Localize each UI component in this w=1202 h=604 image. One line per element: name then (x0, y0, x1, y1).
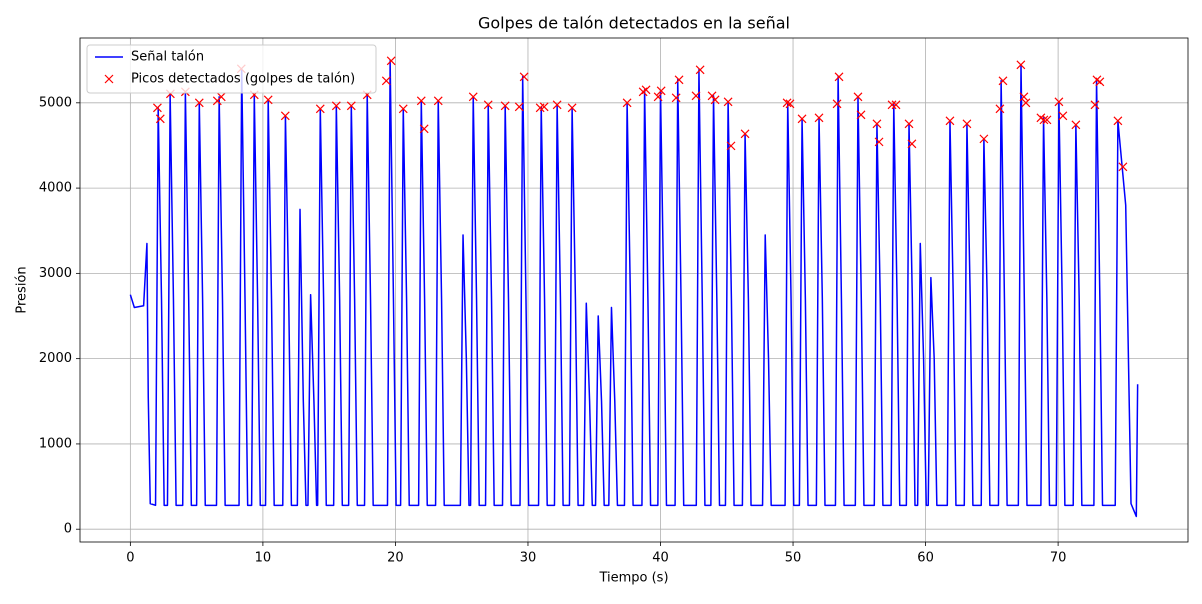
peak-marker (797, 114, 807, 124)
peak-marker (707, 91, 717, 101)
plot-area (129, 56, 1139, 518)
peak-marker (1021, 98, 1031, 108)
peak-marker (853, 92, 863, 102)
x-tick-label: 0 (126, 551, 134, 566)
peak-marker (1042, 115, 1052, 125)
peak-marker (1118, 162, 1128, 172)
peak-marker (979, 134, 989, 144)
peak-marker (552, 100, 562, 110)
y-tick-label: 1000 (39, 436, 72, 451)
peak-marker (152, 103, 162, 113)
peak-marker (872, 119, 882, 129)
peak-marker (1019, 92, 1029, 102)
x-tick-label: 60 (917, 551, 934, 566)
peak-marker (887, 100, 897, 110)
peak-marker (834, 72, 844, 82)
peak-marker (674, 75, 684, 85)
peak-marker (386, 56, 396, 66)
x-tick-label: 20 (387, 551, 404, 566)
peak-marker (1016, 60, 1026, 70)
peak-marker (398, 104, 408, 114)
peak-marker (433, 96, 443, 106)
peak-marker (567, 103, 577, 113)
peak-marker (740, 129, 750, 139)
peak-marker (874, 137, 884, 147)
peak-marker (346, 101, 356, 111)
x-tick-label: 70 (1050, 551, 1067, 566)
peak-marker (995, 104, 1005, 114)
legend-swatch (104, 74, 114, 84)
peak-marker (419, 124, 429, 134)
peak-marker (483, 100, 493, 110)
peak-marker (726, 141, 736, 151)
peak-marker (1095, 77, 1105, 87)
peak-marker (723, 97, 733, 107)
peak-marker (656, 86, 666, 96)
peak-marker (155, 114, 165, 124)
peak-marker (514, 102, 524, 112)
peak-marker (671, 93, 681, 103)
peak-marker (1090, 100, 1100, 110)
peak-marker (832, 99, 842, 109)
legend-label: Picos detectados (golpes de talón) (131, 72, 355, 87)
peak-marker (695, 65, 705, 75)
peak-marker (641, 85, 651, 95)
y-axis-label: Presión (15, 266, 30, 313)
peak-marker (519, 72, 529, 82)
x-tick-label: 10 (255, 551, 272, 566)
ticks: 0 10 20 30 40 50 60 70 0 1000 2000 3000 4000 5000 (39, 95, 1066, 565)
x-tick-label: 30 (520, 551, 537, 566)
peak-marker (691, 91, 701, 101)
peak-marker (1039, 115, 1049, 125)
y-tick-label: 5000 (39, 95, 72, 110)
peak-marker (998, 76, 1008, 86)
peak-marker (904, 119, 914, 129)
x-tick-label: 50 (785, 551, 802, 566)
y-tick-label: 4000 (39, 181, 72, 196)
y-tick-label: 0 (64, 522, 72, 537)
peak-marker (194, 98, 204, 108)
peak-marker (653, 92, 663, 102)
peak-marker (907, 139, 917, 149)
x-axis-label: Tiempo (s) (598, 571, 668, 586)
peak-marker (891, 100, 901, 110)
peak-marker (962, 119, 972, 129)
peak-marker (785, 99, 795, 109)
peak-marker (280, 111, 290, 121)
peak-marker (315, 104, 325, 114)
y-tick-label: 2000 (39, 351, 72, 366)
peak-marker (1058, 111, 1068, 121)
peak-marker (710, 95, 720, 105)
peak-marker (856, 110, 866, 120)
peak-marker (814, 113, 824, 123)
peak-marker (539, 102, 549, 112)
legend-label: Señal talón (131, 50, 204, 65)
peak-marker (263, 95, 273, 105)
axes-frame (79, 37, 1189, 543)
peak-marker (1113, 116, 1123, 126)
y-tick-label: 3000 (39, 266, 72, 281)
peak-marker (1054, 97, 1064, 107)
peak-marker (782, 98, 792, 108)
chart-title: Golpes de talón detectados en la señal (478, 14, 790, 33)
legend-box (86, 44, 377, 94)
x-tick-label: 40 (652, 551, 669, 566)
peak-marker (1071, 120, 1081, 130)
peak-marker (331, 101, 341, 111)
peak-marker (468, 92, 478, 102)
signal-line (129, 60, 1139, 518)
peak-marker (381, 76, 391, 86)
peak-marker (500, 101, 510, 111)
peak-marker (622, 98, 632, 108)
legend: Señal talón Picos detectados (golpes de t… (86, 44, 377, 94)
peak-marker (216, 92, 226, 102)
peak-marker (945, 116, 955, 126)
peak-marker (416, 96, 426, 106)
